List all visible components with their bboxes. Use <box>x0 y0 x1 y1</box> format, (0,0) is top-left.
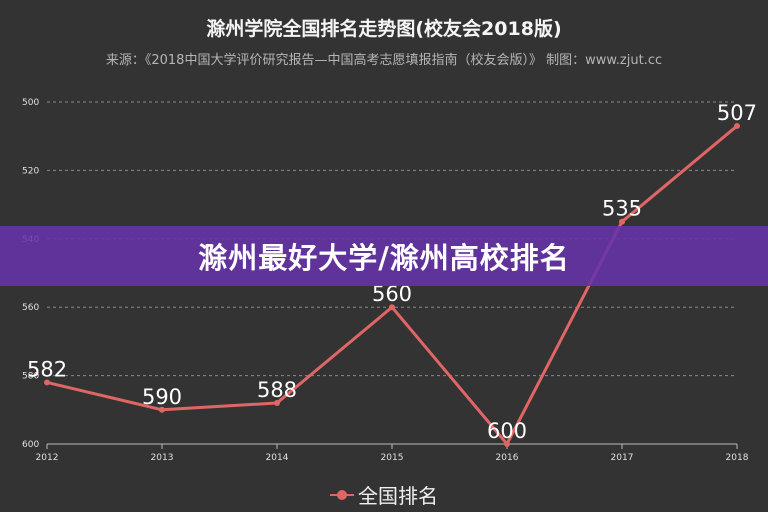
y-tick-label: 520 <box>22 166 39 176</box>
data-label: 560 <box>372 282 412 306</box>
x-tick-label: 2015 <box>381 453 404 463</box>
legend-marker-icon <box>330 488 354 502</box>
data-point <box>619 218 625 225</box>
y-tick-label: 580 <box>22 372 39 382</box>
banner-text: 滁州最好大学/滁州高校排名 <box>198 241 570 275</box>
y-tick-label: 600 <box>22 440 39 450</box>
x-tick-label: 2018 <box>726 453 749 463</box>
y-tick-label: 500 <box>22 98 39 108</box>
data-label: 582 <box>27 357 67 381</box>
x-tick-label: 2016 <box>496 453 519 463</box>
chart-subtitle: 来源：《2018中国大学评价研究报告—中国高考志愿填报指南（校友会版）》 制图：… <box>105 53 663 68</box>
x-tick-label: 2012 <box>36 453 59 463</box>
data-point <box>734 122 740 129</box>
data-point <box>389 304 395 311</box>
x-tick-label: 2013 <box>151 453 174 463</box>
legend-label: 全国排名 <box>358 484 438 508</box>
data-label: 507 <box>717 101 757 125</box>
data-label: 588 <box>257 378 297 402</box>
data-point <box>504 441 510 447</box>
data-label: 600 <box>487 419 527 443</box>
data-point <box>44 379 50 386</box>
overlay-banner: 滁州最好大学/滁州高校排名 <box>0 226 768 286</box>
x-tick-label: 2014 <box>266 453 289 463</box>
data-label: 590 <box>142 385 182 409</box>
chart-title: 滁州学院全国排名走势图(校友会2018版) <box>206 18 562 40</box>
chart-legend[interactable]: 全国排名 <box>0 480 768 509</box>
x-tick-label: 2017 <box>611 453 634 463</box>
data-point <box>159 406 165 413</box>
data-label: 535 <box>602 197 642 221</box>
y-tick-label: 560 <box>22 303 39 313</box>
data-point <box>274 399 280 406</box>
legend-dot <box>337 489 347 500</box>
